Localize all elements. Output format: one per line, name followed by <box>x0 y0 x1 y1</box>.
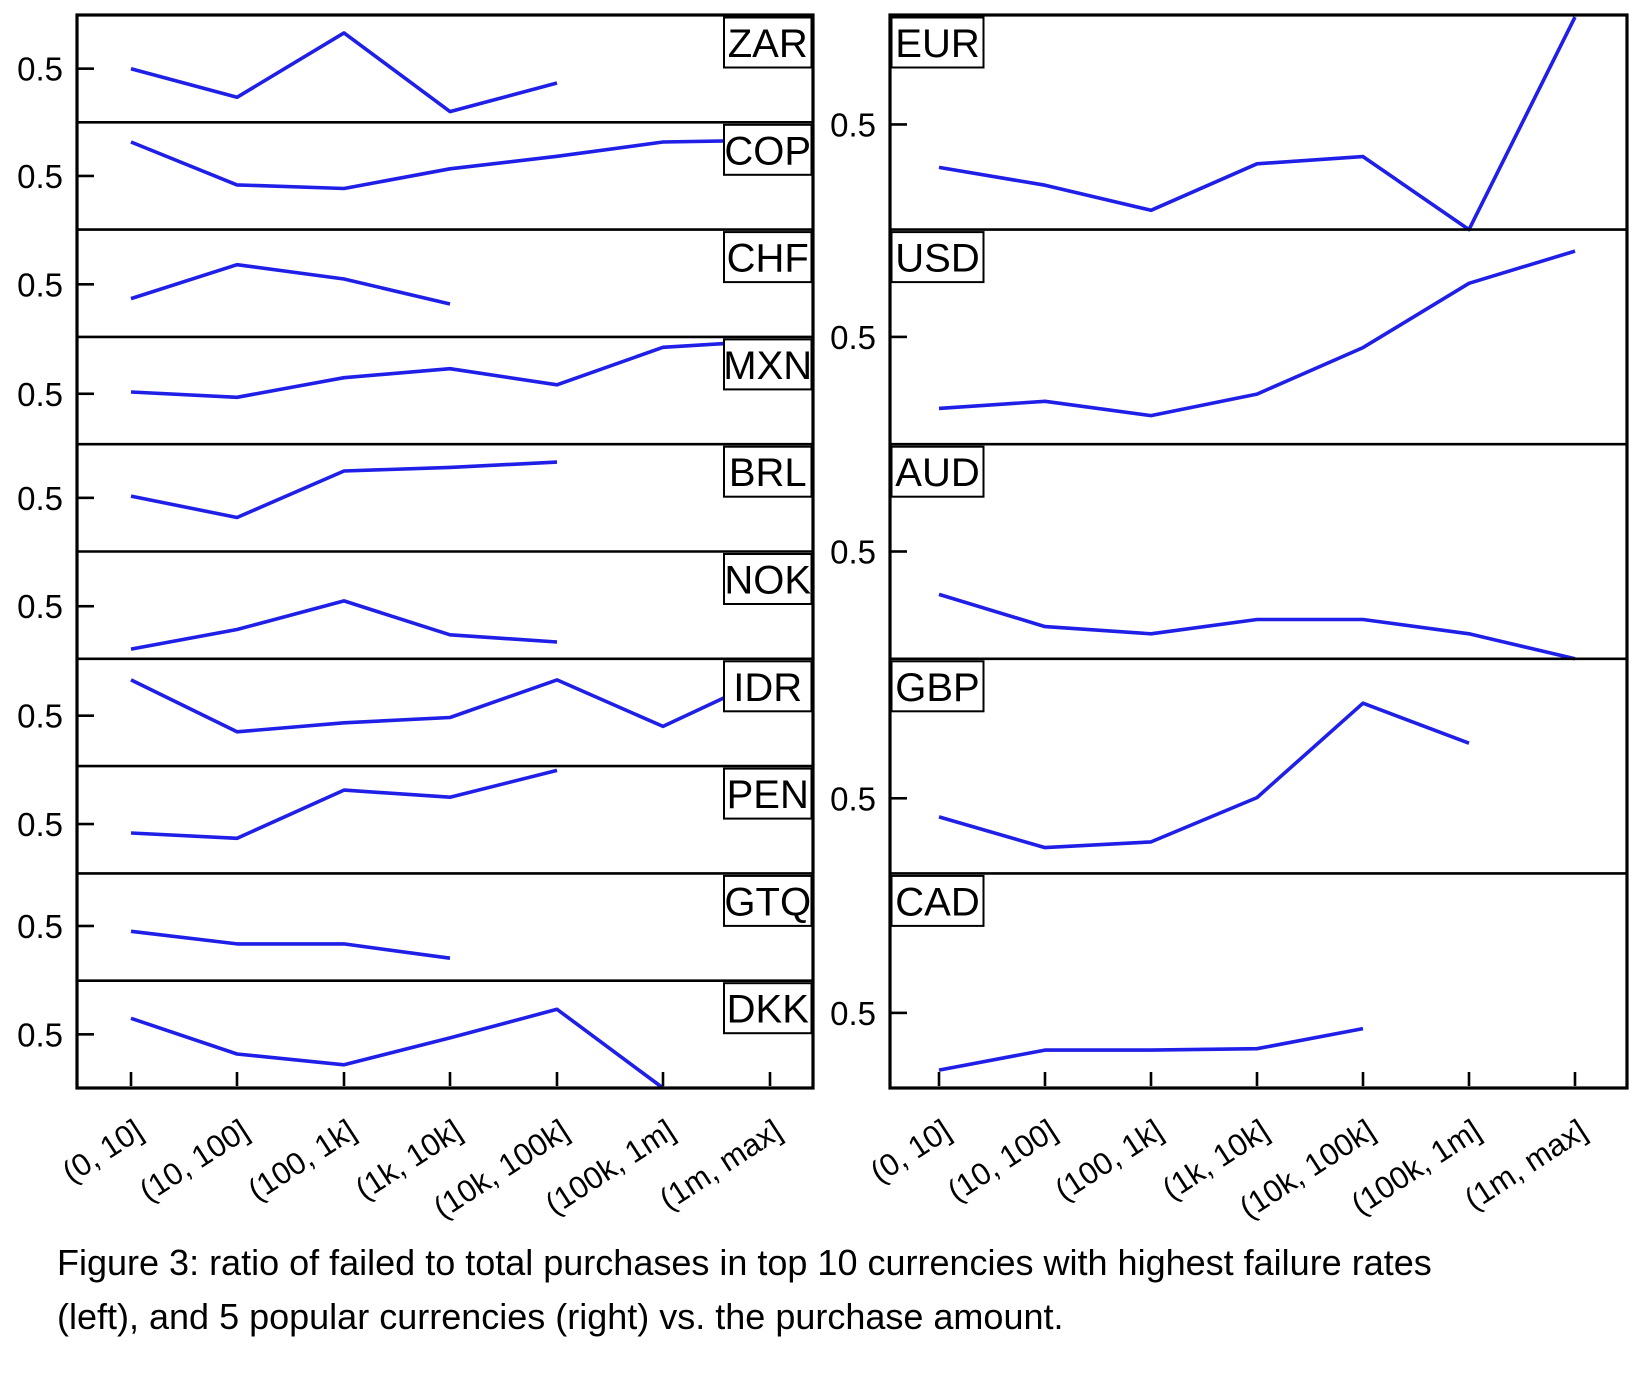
panel-label-box-eur <box>890 16 985 69</box>
panel-label-nok: NOK <box>724 559 811 603</box>
series-line-aud <box>938 592 1576 661</box>
panel-mxn: 0.5 MXN <box>17 335 813 413</box>
series-line-dkk <box>130 1007 665 1090</box>
panel-label-pen: PEN <box>727 773 809 817</box>
panel-label-zar: ZAR <box>728 22 808 66</box>
panel-zar: 0.5 ZAR <box>17 16 813 114</box>
figure-caption: Figure 3: ratio of failed to total purch… <box>57 1236 1617 1344</box>
panel-label-aud: AUD <box>895 451 979 495</box>
panel-chf: 0.5 CHF <box>17 228 813 306</box>
x-tick-label: (10, 100] <box>133 1113 255 1209</box>
right-plot-background <box>890 15 1627 1088</box>
panel-aud: 0.5 AUD <box>830 442 1627 661</box>
series-line-mxn <box>130 339 771 400</box>
panel-label-box-mxn <box>723 338 813 391</box>
y-tick-label: 0.5 <box>17 51 63 88</box>
y-tick-label: 0.5 <box>17 376 63 413</box>
x-tick-label: (100, 1k] <box>242 1113 362 1208</box>
series-line-cop <box>130 138 771 191</box>
panel-label-usd: USD <box>895 237 979 281</box>
panel-label-box-pen <box>723 767 813 820</box>
series-line-usd <box>938 249 1576 418</box>
panel-brl: 0.5 BRL <box>17 442 813 520</box>
figure-caption-line-1: Figure 3: ratio of failed to total purch… <box>57 1242 1432 1283</box>
panel-label-box-gtq <box>723 874 813 927</box>
figure-caption-line-2: (left), and 5 popular currencies (right)… <box>57 1296 1064 1337</box>
panel-eur: 0.5 EUR <box>830 16 1577 232</box>
x-tick-label: (1m, max] <box>653 1113 788 1217</box>
panel-label-gtq: GTQ <box>724 880 811 924</box>
y-tick-label: 0.5 <box>17 266 63 303</box>
panel-label-idr: IDR <box>733 666 802 710</box>
panel-nok: 0.5 NOK <box>17 550 813 651</box>
panel-label-brl: BRL <box>729 451 807 495</box>
y-tick-label: 0.5 <box>830 534 876 571</box>
panel-label-gbp: GBP <box>895 666 979 710</box>
series-line-gtq <box>130 929 451 960</box>
series-line-idr <box>130 674 771 734</box>
panel-label-eur: EUR <box>895 22 979 66</box>
y-tick-label: 0.5 <box>830 319 876 356</box>
panel-gbp: 0.5 GBP <box>830 657 1627 850</box>
series-line-nok <box>130 599 558 651</box>
panel-cad: 0.5 CAD <box>830 872 1627 1072</box>
x-tick-label: (1m, max] <box>1458 1113 1593 1217</box>
panel-cop: 0.5 COP <box>17 121 813 195</box>
series-line-chf <box>130 262 451 306</box>
y-tick-label: 0.5 <box>17 1016 63 1053</box>
y-tick-label: 0.5 <box>17 806 63 843</box>
panel-gtq: 0.5 GTQ <box>17 872 813 960</box>
panel-label-box-cad <box>890 874 985 927</box>
panel-label-box-gbp <box>890 660 985 713</box>
panel-label-box-chf <box>723 231 813 284</box>
y-tick-label: 0.5 <box>830 106 876 143</box>
panel-pen: 0.5 PEN <box>17 764 813 843</box>
x-tick-label: (10, 100] <box>941 1113 1063 1209</box>
panel-label-cop: COP <box>724 129 811 173</box>
y-tick-label: 0.5 <box>17 908 63 945</box>
y-tick-label: 0.5 <box>17 158 63 195</box>
panel-label-box-aud <box>890 445 985 498</box>
panel-usd: 0.5 USD <box>830 228 1627 418</box>
y-tick-label: 0.5 <box>830 995 876 1032</box>
panel-label-box-zar <box>723 16 813 69</box>
left-plot-border <box>75 13 815 1090</box>
panel-label-mxn: MXN <box>723 344 812 388</box>
series-line-brl <box>130 460 558 520</box>
panel-label-cad: CAD <box>895 880 979 924</box>
panel-label-chf: CHF <box>727 237 809 281</box>
failure-ratio-chart: 0.5 ZAR 0.5 COP 0.5 CHF 0.5 MXN 0.5 BRL 0.5 NOK 0.5 I… <box>17 13 1629 1225</box>
y-tick-label: 0.5 <box>830 780 876 817</box>
series-line-zar <box>130 31 558 114</box>
series-line-cad <box>938 1026 1364 1072</box>
y-tick-label: 0.5 <box>17 698 63 735</box>
series-line-pen <box>130 768 558 841</box>
right-plot-border <box>888 13 1629 1090</box>
left-plot: 0.5 ZAR 0.5 COP 0.5 CHF 0.5 MXN 0.5 BRL 0.5 NOK 0.5 I… <box>17 13 815 1225</box>
panel-label-box-idr <box>723 660 813 713</box>
y-tick-label: 0.5 <box>17 588 63 625</box>
panel-label-box-nok <box>723 553 813 605</box>
panel-idr: 0.5 IDR <box>17 657 813 735</box>
x-tick-label: (100, 1k] <box>1049 1113 1169 1208</box>
y-tick-label: 0.5 <box>17 480 63 517</box>
panel-label-dkk: DKK <box>727 988 810 1032</box>
series-line-gbp <box>938 701 1470 850</box>
